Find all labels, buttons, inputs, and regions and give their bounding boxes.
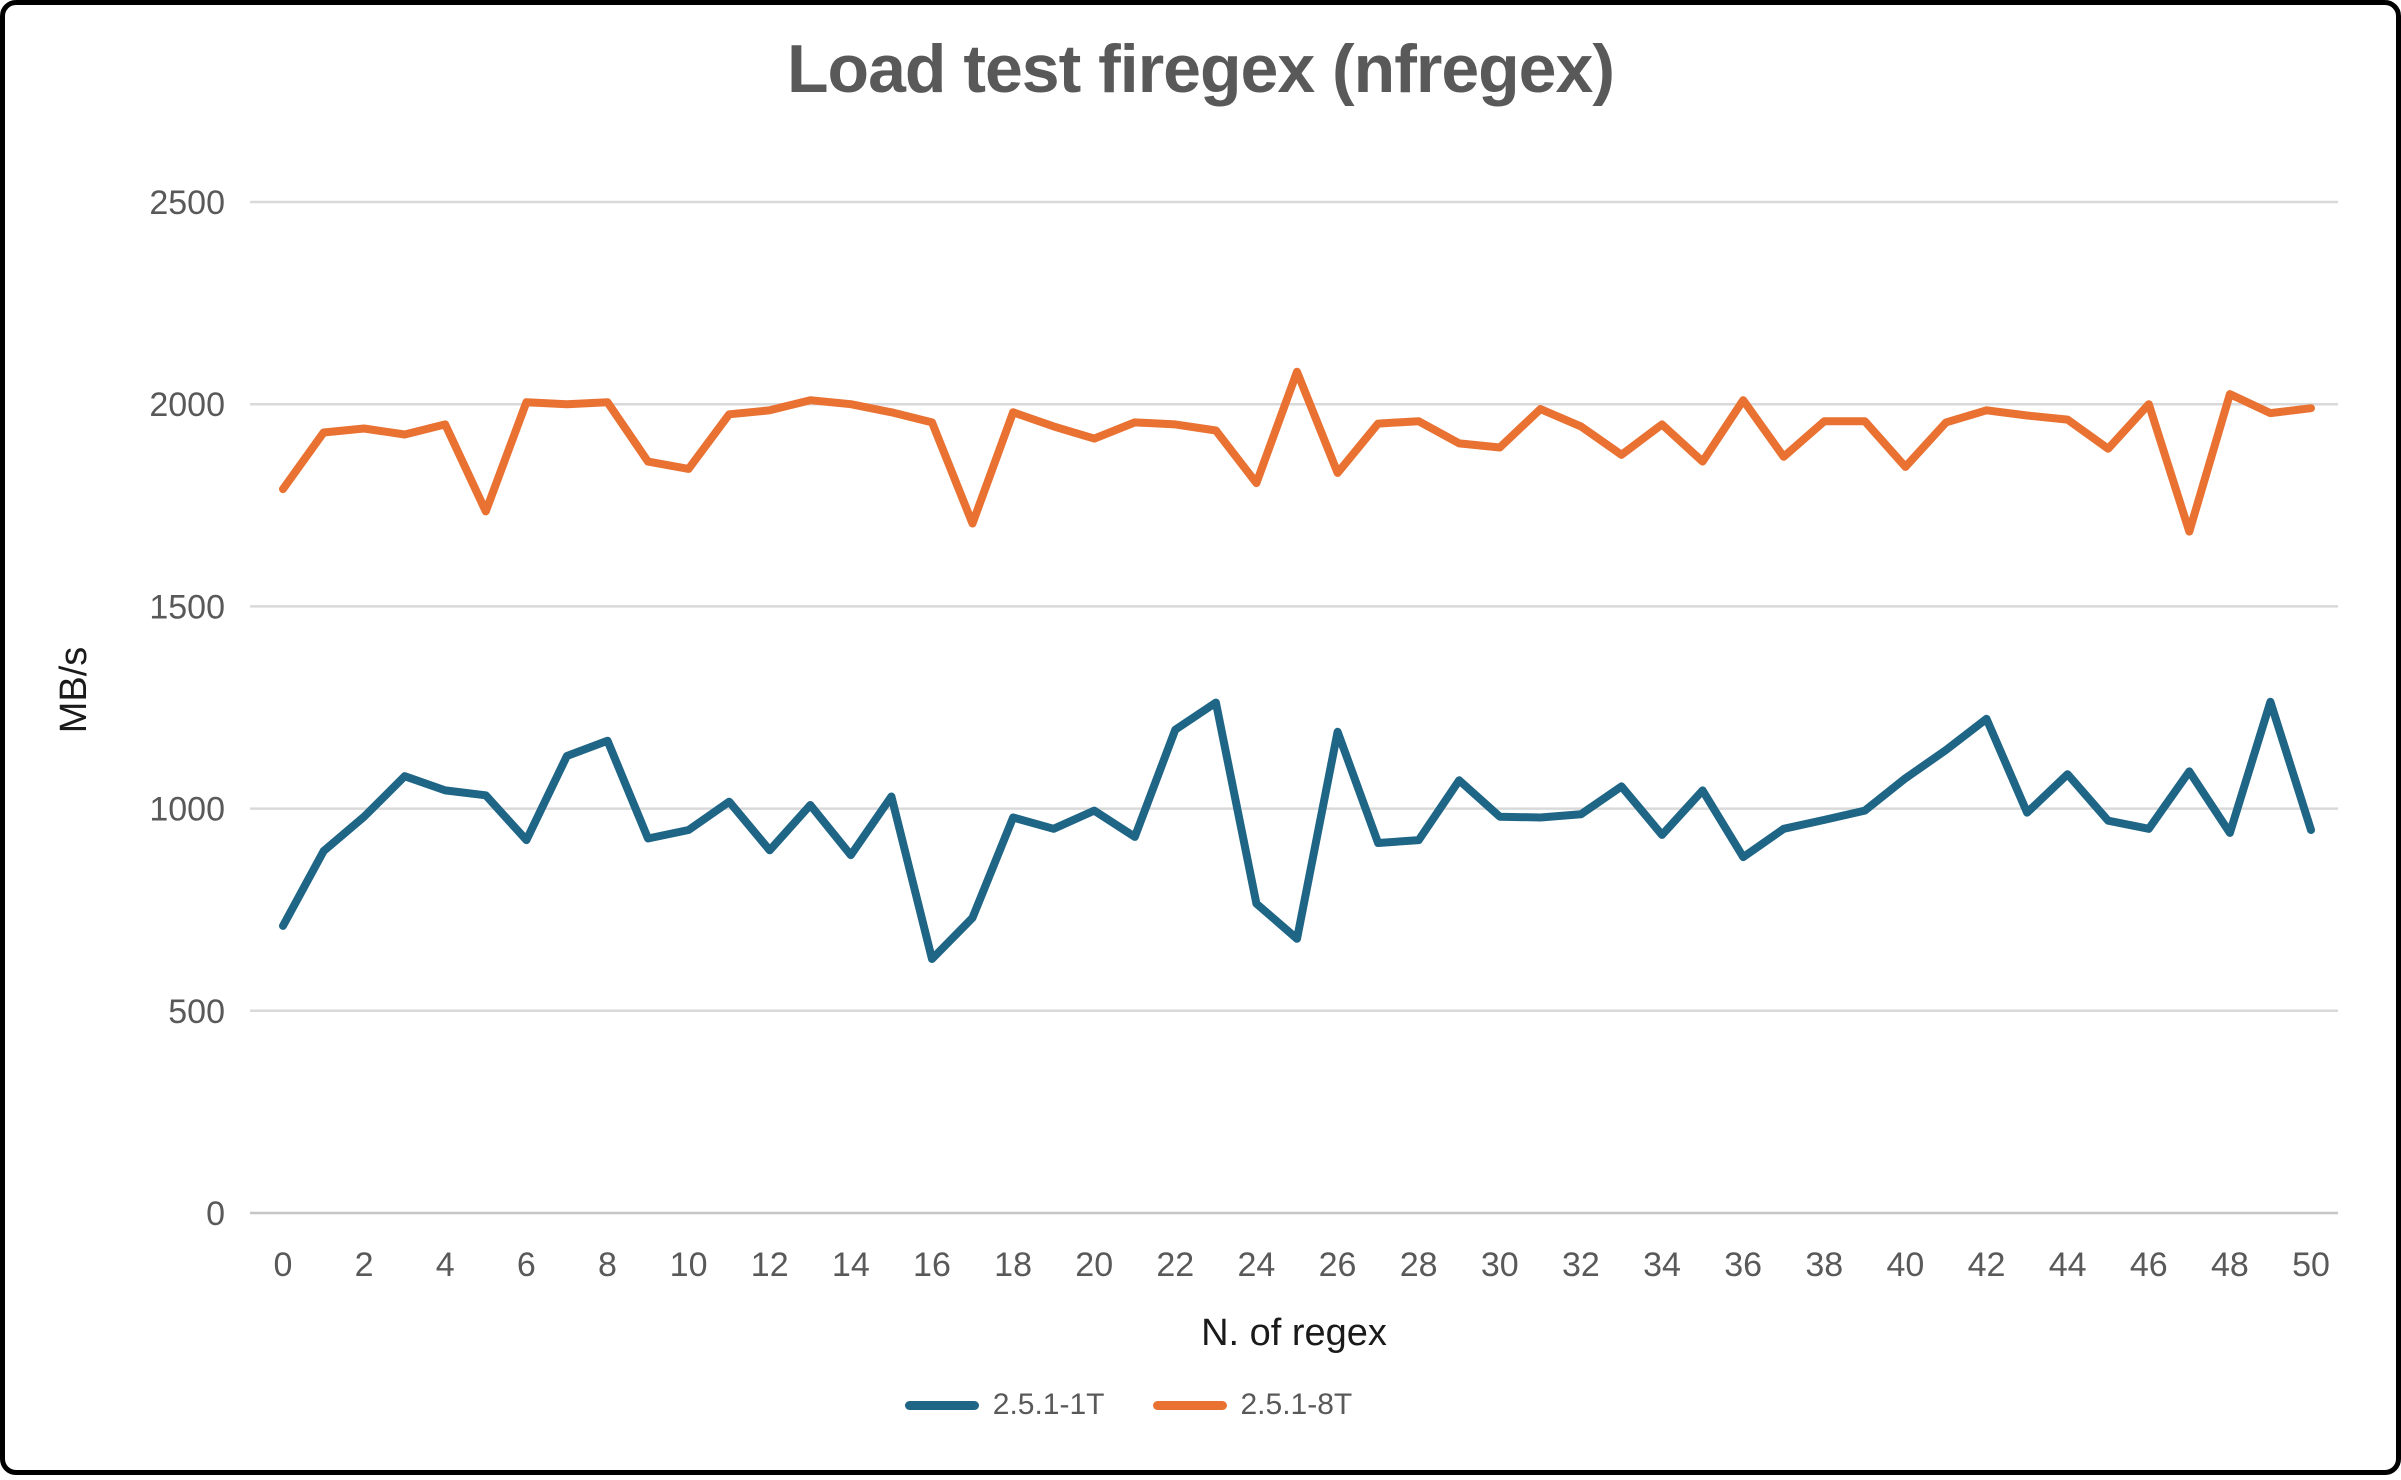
- y-tick-label: 1500: [149, 588, 225, 626]
- series-1t-swatch: [904, 1400, 979, 1410]
- x-tick-label: 12: [751, 1246, 789, 1284]
- x-tick-label: 20: [1075, 1246, 1113, 1284]
- x-tick-label: 48: [2211, 1246, 2249, 1284]
- x-tick-label: 30: [1481, 1246, 1519, 1284]
- x-tick-label: 42: [1968, 1246, 2006, 1284]
- y-tick-label: 2500: [149, 184, 225, 222]
- x-tick-label: 18: [994, 1246, 1032, 1284]
- x-tick-label: 0: [274, 1246, 293, 1284]
- x-tick-label: 50: [2292, 1246, 2330, 1284]
- x-tick-label: 34: [1643, 1246, 1681, 1284]
- x-tick-label: 14: [832, 1246, 870, 1284]
- legend-item-8t: 2.5.1-8T: [1152, 1388, 1353, 1422]
- y-tick-label: 2000: [149, 386, 225, 424]
- x-tick-label: 6: [517, 1246, 536, 1284]
- y-tick-label: 500: [168, 993, 225, 1031]
- series-line-2.5.1-8T: [279, 367, 2315, 536]
- series-line-2.5.1-1T: [279, 697, 2315, 963]
- series-8t-swatch: [1152, 1400, 1227, 1410]
- x-tick-label: 38: [1805, 1246, 1843, 1284]
- x-tick-label: 36: [1724, 1246, 1762, 1284]
- x-tick-label: 46: [2130, 1246, 2168, 1284]
- x-tick-label: 28: [1400, 1246, 1438, 1284]
- y-tick-label: 0: [206, 1195, 225, 1233]
- x-tick-label: 26: [1319, 1246, 1357, 1284]
- x-tick-label: 2: [355, 1246, 374, 1284]
- y-tick-label: 1000: [149, 791, 225, 829]
- x-tick-label: 44: [2049, 1246, 2087, 1284]
- x-axis-title: N. of regex: [1201, 1312, 1387, 1354]
- x-tick-label: 24: [1238, 1246, 1276, 1284]
- chart-title: Load test firegex (nfregex): [787, 31, 1615, 107]
- x-tick-label: 32: [1562, 1246, 1600, 1284]
- x-tick-label: 40: [1886, 1246, 1924, 1284]
- y-axis-title: MB/s: [53, 646, 95, 734]
- x-tick-label: 16: [913, 1246, 951, 1284]
- series-8t-label: 2.5.1-8T: [1240, 1388, 1353, 1421]
- legend: 2.5.1-1T 2.5.1-8T: [0, 1388, 2329, 1422]
- x-tick-label: 22: [1156, 1246, 1194, 1284]
- series-1t-label: 2.5.1-1T: [992, 1388, 1105, 1421]
- legend-item-1t: 2.5.1-1T: [904, 1388, 1105, 1422]
- x-tick-label: 10: [670, 1246, 708, 1284]
- x-tick-label: 4: [436, 1246, 455, 1284]
- x-tick-label: 8: [598, 1246, 617, 1284]
